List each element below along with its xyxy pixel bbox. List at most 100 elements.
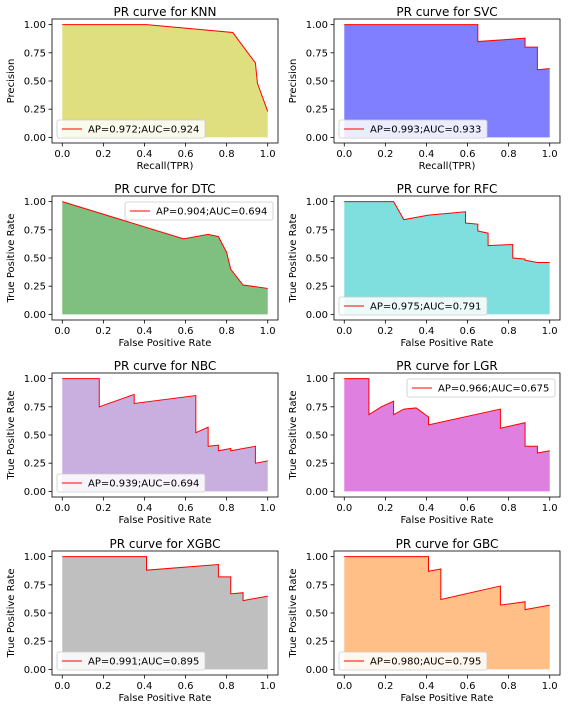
y-tick-label: 0.25 (24, 282, 46, 293)
y-tick-label: 0.25 (306, 637, 328, 648)
x-tick-label: 0.0 (54, 503, 70, 514)
y-axis-label: True Positive Rate (6, 568, 17, 658)
x-tick-label: 0.6 (178, 149, 194, 160)
pr-curve-line (62, 201, 268, 289)
x-tick-label: 0.6 (460, 503, 476, 514)
y-tick-label: 0.00 (306, 665, 328, 676)
legend: AP=0.991;AUC=0.895 (56, 651, 206, 671)
x-tick-label: 0.6 (178, 326, 194, 337)
x-tick-label: 0.0 (336, 149, 352, 160)
legend: AP=0.993;AUC=0.933 (338, 119, 488, 139)
y-tick-label: 0.50 (306, 254, 328, 265)
y-tick-label: 0.00 (24, 133, 46, 144)
y-tick-label: 1.00 (24, 374, 46, 385)
pr-curve-line (62, 556, 268, 602)
y-tick-label: 0.25 (306, 459, 328, 470)
legend-box (338, 296, 488, 316)
x-tick-label: 0.8 (501, 149, 517, 160)
x-tick-label: 0.8 (219, 681, 235, 692)
x-axis-label: Recall(TPR) (419, 161, 476, 172)
chart-panel-7: 0.0 0.2 0.4 0.6 0.8 1.0 0.00 0.25 0.50 0.75 1.00 PR… (6, 537, 279, 704)
y-tick-label: 0.75 (24, 48, 46, 59)
y-tick-label: 1.00 (24, 552, 46, 563)
x-tick-label: 0.0 (54, 681, 70, 692)
x-tick-label: 1.0 (260, 681, 276, 692)
y-tick-label: 0.50 (24, 431, 46, 442)
legend-box (406, 378, 556, 398)
area-fill (62, 556, 268, 670)
y-tick-label: 0.25 (24, 105, 46, 116)
y-tick-label: 0.75 (306, 48, 328, 59)
x-tick-label: 0.0 (336, 326, 352, 337)
legend-label: AP=0.966;AUC=0.675 (438, 384, 549, 395)
y-tick-label: 1.00 (306, 20, 328, 31)
y-tick-label: 0.75 (24, 225, 46, 236)
chart-panel-4: 0.0 0.2 0.4 0.6 0.8 1.0 0.00 0.25 0.50 0.75 1.00 PR… (288, 182, 561, 349)
pr-curve-line (62, 24, 269, 112)
legend-label: AP=0.975;AUC=0.791 (370, 302, 481, 313)
x-tick-label: 0.4 (419, 149, 435, 160)
legend-label: AP=0.991;AUC=0.895 (88, 657, 199, 668)
y-tick-label: 0.50 (24, 254, 46, 265)
x-tick-label: 1.0 (542, 503, 558, 514)
y-tick-label: 0.75 (306, 580, 328, 591)
y-tick-label: 0.00 (306, 133, 328, 144)
area-fill (62, 24, 268, 138)
pr-curve-line (344, 24, 550, 71)
x-tick-label: 0.0 (336, 503, 352, 514)
y-tick-label: 0.75 (24, 402, 46, 413)
x-tick-label: 0.8 (219, 326, 235, 337)
x-tick-label: 0.8 (501, 681, 517, 692)
x-tick-label: 0.2 (95, 326, 111, 337)
x-tick-label: 0.4 (137, 503, 153, 514)
legend-label: AP=0.993;AUC=0.933 (370, 125, 481, 136)
y-axis-label: True Positive Rate (6, 213, 17, 303)
pr-curve-line (344, 201, 550, 264)
x-tick-label: 1.0 (542, 681, 558, 692)
legend-box (56, 651, 206, 671)
legend-box (56, 473, 206, 493)
y-tick-label: 0.00 (24, 665, 46, 676)
x-tick-label: 0.2 (95, 681, 111, 692)
x-tick-label: 0.0 (54, 149, 70, 160)
y-tick-label: 0.75 (24, 580, 46, 591)
x-tick-label: 0.4 (419, 326, 435, 337)
chart-title: PR curve for DTC (114, 182, 215, 196)
legend-label: AP=0.972;AUC=0.924 (88, 125, 199, 136)
x-tick-label: 0.6 (460, 681, 476, 692)
x-tick-label: 0.6 (178, 681, 194, 692)
legend-box (338, 651, 488, 671)
chart-title: PR curve for XGBC (109, 537, 220, 551)
y-tick-label: 0.25 (306, 282, 328, 293)
x-tick-label: 0.2 (377, 503, 393, 514)
x-tick-label: 0.8 (219, 503, 235, 514)
area-fill (62, 201, 268, 315)
y-tick-label: 0.50 (306, 609, 328, 620)
y-tick-label: 0.50 (306, 431, 328, 442)
x-tick-label: 0.8 (501, 326, 517, 337)
chart-title: PR curve for RFC (397, 182, 498, 196)
y-tick-label: 1.00 (306, 197, 328, 208)
legend-label: AP=0.904;AUC=0.694 (156, 207, 267, 218)
y-tick-label: 1.00 (306, 552, 328, 563)
legend: AP=0.904;AUC=0.694 (124, 201, 274, 221)
area-fill (344, 201, 550, 315)
legend: AP=0.972;AUC=0.924 (56, 119, 206, 139)
chart-panel-8: 0.0 0.2 0.4 0.6 0.8 1.0 0.00 0.25 0.50 0.75 1.00 PR… (288, 537, 561, 704)
legend-box (338, 119, 488, 139)
y-tick-label: 0.00 (306, 487, 328, 498)
x-axis-label: Recall(TPR) (137, 161, 194, 172)
legend-label: AP=0.939;AUC=0.694 (88, 479, 199, 490)
x-tick-label: 1.0 (542, 326, 558, 337)
legend-box (56, 119, 206, 139)
chart-title: PR curve for KNN (114, 5, 217, 19)
chart-title: PR curve for SVC (396, 5, 497, 19)
chart-title: PR curve for GBC (396, 537, 499, 551)
x-axis-label: False Positive Rate (401, 338, 494, 349)
y-tick-label: 0.00 (24, 487, 46, 498)
y-axis-label: True Positive Rate (6, 390, 17, 480)
x-tick-label: 1.0 (260, 149, 276, 160)
y-tick-label: 0.25 (24, 637, 46, 648)
x-tick-label: 0.6 (460, 149, 476, 160)
